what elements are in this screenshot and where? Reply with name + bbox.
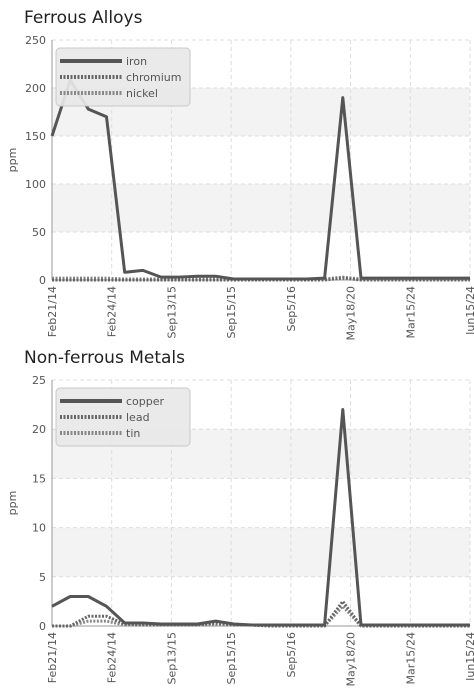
x-tick-label: May18/20 [345, 286, 358, 340]
plot-band [52, 478, 470, 528]
legend: copper lead tin [55, 387, 191, 447]
x-tick-label: Feb24/14 [106, 286, 119, 337]
x-tick-label: Sep5/16 [285, 286, 298, 331]
plot-band [52, 232, 470, 280]
x-tick-label: Sep13/15 [165, 632, 178, 684]
series-line-iron [50, 78, 470, 281]
x-tick-label: Jun15/24 [464, 286, 474, 336]
x-tick-label: Sep5/16 [285, 632, 298, 677]
x-tick-label: May18/20 [345, 632, 358, 686]
chart-title: Ferrous Alloys [24, 8, 143, 28]
x-tick-label: Sep15/15 [225, 632, 238, 684]
y-tick-label: 25 [32, 374, 46, 387]
y-tick-label: 200 [25, 82, 46, 95]
chart-title: Non-ferrous Metals [24, 348, 186, 368]
x-tick-label: Feb21/14 [46, 632, 59, 683]
non-ferrous-metals-plot: 0 5 10 15 20 25 Feb21/14 Feb24/14 Sep13/15 Sep15/… [6, 374, 474, 686]
legend-label: chromium [126, 71, 182, 84]
x-tick-label: Feb21/14 [46, 286, 59, 337]
ferrous-alloys-chart: Ferrous Alloys 0 50 100 150 200 250 Feb21/14 Fe… [0, 0, 474, 345]
plot-band [52, 184, 470, 232]
legend-label: lead [126, 411, 150, 424]
y-tick-label: 250 [25, 34, 46, 47]
y-tick-label: 20 [32, 423, 46, 436]
y-tick-label: 10 [32, 522, 46, 535]
x-tick-label: Mar15/24 [404, 286, 417, 338]
ferrous-alloys-plot: 0 50 100 150 200 250 Feb21/14 Feb24/14 Sep13/15 S… [6, 34, 474, 340]
y-tick-label: 50 [32, 226, 46, 239]
legend-label: copper [126, 395, 165, 408]
plot-band [52, 527, 470, 577]
x-tick-label: Sep15/15 [225, 286, 238, 338]
y-tick-label: 0 [39, 274, 46, 287]
legend: iron chromium nickel [55, 47, 191, 107]
x-tick-label: Feb24/14 [106, 632, 119, 683]
plot-band [52, 576, 470, 626]
non-ferrous-metals-chart: Non-ferrous Metals 0 5 10 15 20 25 Feb21/14 Feb… [0, 346, 474, 691]
series-line-copper [51, 408, 470, 627]
y-tick-label: 150 [25, 130, 46, 143]
y-tick-label: 15 [32, 472, 46, 485]
y-axis-label: ppm [6, 491, 19, 516]
y-tick-label: 100 [25, 178, 46, 191]
legend-box [55, 387, 191, 447]
legend-label: tin [126, 427, 140, 440]
legend-label: iron [126, 55, 147, 68]
x-tick-label: Jun15/24 [464, 632, 474, 682]
x-tick-label: Mar15/24 [404, 632, 417, 684]
x-tick-label: Sep13/15 [165, 286, 178, 338]
plot-band [52, 136, 470, 184]
y-tick-label: 5 [39, 571, 46, 584]
y-axis-label: ppm [6, 148, 19, 173]
legend-label: nickel [126, 87, 158, 100]
y-tick-label: 0 [39, 620, 46, 633]
